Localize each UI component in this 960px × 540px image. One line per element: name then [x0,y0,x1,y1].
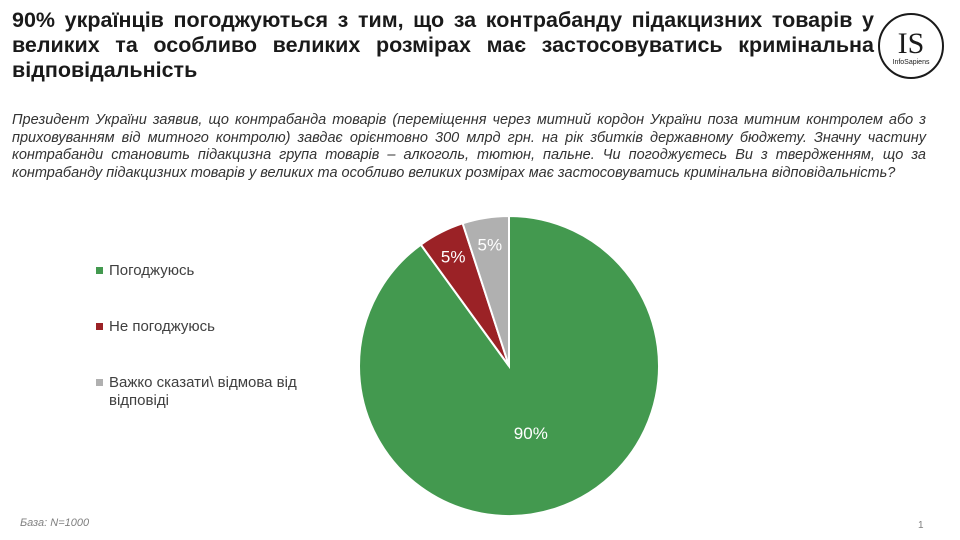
sample-base-note: База: N=1000 [20,517,90,529]
infosapiens-logo: IS InfoSapiens [878,13,944,79]
legend-label-3: Важко сказати\ відмова від відповіді [109,374,297,409]
legend-swatch-3 [96,379,103,386]
legend-item-1: Погоджуюсь [96,262,309,280]
pie-data-label-2: 5% [441,247,466,266]
pie-data-label-3: 5% [478,236,503,255]
pie-slice-3 [461,214,510,367]
pie-chart: 90% 5% 5% [358,214,660,517]
page-title: 90% українців погоджуються з тим, що за … [12,8,874,82]
pie-data-label-1: 90% [514,424,548,443]
survey-question: Президент України заявив, що контрабанда… [12,112,926,181]
logo-subtext: InfoSapiens [893,59,930,66]
legend-item-3: Важко сказати\ відмова від відповіді [96,374,309,410]
legend-label-1: Погоджуюсь [109,262,195,279]
page-number: 1 [918,520,924,531]
legend-swatch-2 [96,323,103,330]
legend-label-2: Не погоджуюсь [109,318,215,335]
logo-text: IS [898,27,925,60]
legend-swatch-1 [96,267,103,274]
legend-item-2: Не погоджуюсь [96,318,309,336]
